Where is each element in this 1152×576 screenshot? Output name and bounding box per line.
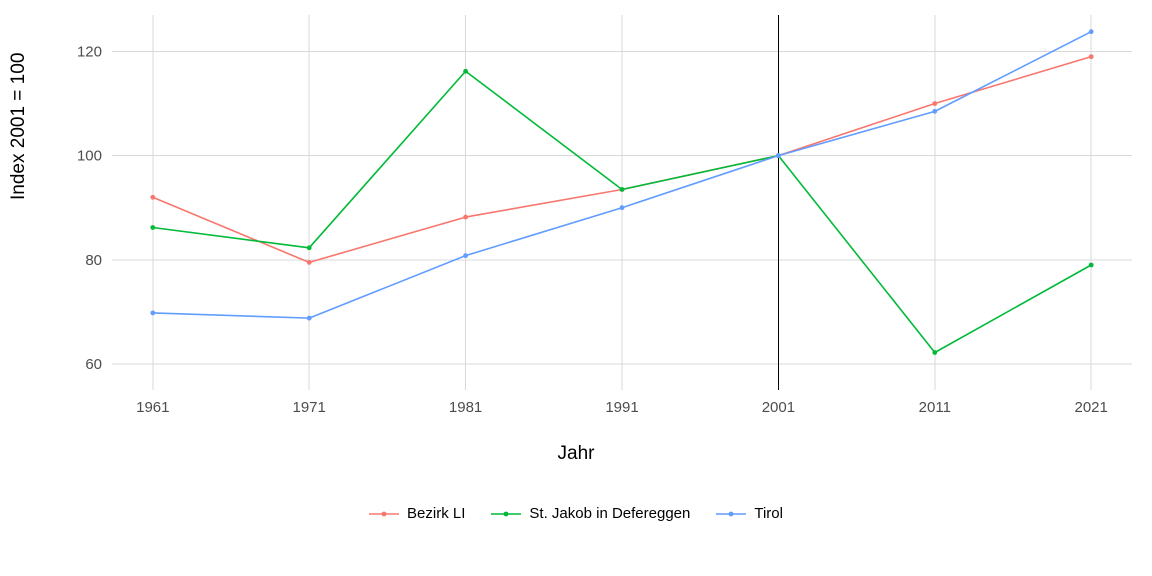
legend-label: Tirol: [754, 505, 783, 522]
y-tick-label: 60: [85, 356, 102, 373]
series-marker: [1089, 29, 1094, 34]
series-marker: [463, 253, 468, 258]
legend-label: St. Jakob in Defereggen: [529, 505, 690, 522]
series-marker: [1089, 263, 1094, 268]
series-marker: [150, 225, 155, 230]
series-marker: [620, 205, 625, 210]
series-marker: [463, 215, 468, 220]
y-axis-title: Index 2001 = 100: [8, 53, 30, 200]
y-tick-label: 100: [77, 148, 102, 165]
legend-key-icon: [369, 507, 399, 521]
legend-item: St. Jakob in Defereggen: [491, 505, 690, 522]
x-tick-label: 1961: [136, 399, 169, 416]
chart-container: Index 2001 = 100 1961 1971 1981 1991 2001 201…: [0, 0, 1152, 576]
x-tick-label: 1991: [605, 399, 638, 416]
legend-item: Tirol: [716, 505, 783, 522]
legend-item: Bezirk LI: [369, 505, 465, 522]
legend-label: Bezirk LI: [407, 505, 465, 522]
x-tick-label: 2001: [762, 399, 795, 416]
x-tick-labels: 1961 1971 1981 1991 2001 2011 2021: [136, 399, 1108, 416]
series-marker: [620, 187, 625, 192]
series-marker: [150, 195, 155, 200]
legend-key-icon: [716, 507, 746, 521]
x-tick-label: 1981: [449, 399, 482, 416]
x-tick-label: 2011: [919, 399, 951, 416]
y-tick-labels: 60 80 100 120: [77, 43, 102, 373]
series-marker: [150, 311, 155, 316]
series-marker: [307, 260, 312, 265]
x-tick-label: 1971: [293, 399, 326, 416]
x-tick-label: 2021: [1075, 399, 1108, 416]
series-marker: [932, 109, 937, 114]
series-marker: [1089, 54, 1094, 59]
legend-key-icon: [491, 507, 521, 521]
series-marker: [307, 316, 312, 321]
x-axis-title: Jahr: [0, 443, 1152, 465]
series-marker: [776, 153, 781, 158]
series-marker: [932, 350, 937, 355]
plot-panel: [112, 15, 1132, 390]
y-tick-label: 120: [77, 43, 102, 60]
series-marker: [463, 69, 468, 74]
series-marker: [932, 101, 937, 106]
series-marker: [307, 245, 312, 250]
legend: Bezirk LI St. Jakob in Defereggen Tirol: [0, 505, 1152, 522]
y-tick-label: 80: [85, 252, 102, 269]
